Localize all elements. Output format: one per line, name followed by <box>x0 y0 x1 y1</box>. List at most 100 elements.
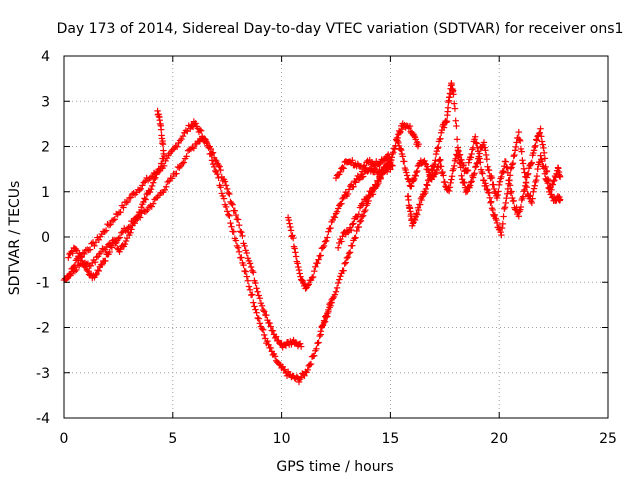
data-point <box>541 155 549 162</box>
data-point <box>189 144 196 151</box>
data-point <box>422 189 429 197</box>
data-point <box>365 191 372 199</box>
y-tick-labels: -4 -3 -2 -1 0 1 2 3 4 <box>36 49 50 427</box>
data-point <box>416 201 424 208</box>
data-point <box>296 340 304 347</box>
data-point <box>147 186 155 193</box>
data-point <box>501 204 509 211</box>
data-point <box>293 373 301 380</box>
data-point <box>136 187 143 194</box>
data-point <box>363 159 370 166</box>
data-point <box>173 170 180 177</box>
data-point <box>192 120 199 127</box>
data-point <box>445 187 453 195</box>
y-tick-label: -4 <box>36 411 50 427</box>
data-point <box>331 214 339 221</box>
data-point <box>286 220 293 227</box>
data-point <box>201 135 208 142</box>
data-point <box>118 229 125 236</box>
data-point <box>429 162 437 169</box>
data-point <box>264 337 271 345</box>
data-point <box>137 185 145 193</box>
x-tick-label: 25 <box>599 431 617 447</box>
data-point <box>253 309 260 316</box>
data-point <box>138 204 145 211</box>
data-point <box>244 277 252 284</box>
data-point <box>333 208 341 215</box>
data-point <box>222 203 230 211</box>
data-point <box>499 220 507 228</box>
data-point <box>341 260 348 267</box>
data-point <box>73 266 80 274</box>
data-point <box>317 252 324 259</box>
data-point <box>486 194 493 201</box>
data-point <box>446 184 454 191</box>
data-point <box>472 139 480 146</box>
data-point <box>317 328 324 335</box>
data-point <box>407 210 415 218</box>
data-point <box>432 150 440 158</box>
data-point <box>508 188 515 195</box>
data-point <box>309 273 317 281</box>
data-point <box>386 162 393 169</box>
data-point <box>91 258 99 266</box>
data-point <box>499 167 507 175</box>
data-point <box>352 234 359 241</box>
data-point <box>510 197 517 204</box>
data-point <box>197 127 205 134</box>
y-tick-label: 2 <box>41 140 50 156</box>
data-point <box>214 170 221 178</box>
data-point <box>500 213 507 220</box>
data-point <box>367 187 375 195</box>
data-point <box>224 208 231 215</box>
data-point <box>403 169 410 176</box>
data-point <box>346 249 354 256</box>
data-point <box>360 200 367 207</box>
data-point <box>358 173 366 181</box>
data-point <box>353 227 360 235</box>
data-point <box>224 185 231 193</box>
data-point <box>241 242 248 250</box>
data-point <box>528 199 536 207</box>
data-point <box>338 165 345 172</box>
data-point <box>150 200 157 207</box>
data-point <box>130 189 137 197</box>
data-point <box>254 314 261 322</box>
data-point <box>116 234 124 241</box>
data-point <box>164 178 171 186</box>
data-point <box>519 157 526 164</box>
data-point <box>395 139 402 147</box>
data-point <box>225 189 232 197</box>
data-point <box>350 220 357 227</box>
data-point <box>414 211 421 218</box>
data-point <box>327 302 334 309</box>
data-point <box>157 165 164 172</box>
data-point <box>134 213 142 220</box>
data-point <box>479 170 486 177</box>
data-point <box>349 242 356 249</box>
data-point <box>522 182 529 190</box>
data-point <box>295 263 302 271</box>
data-point <box>142 196 149 203</box>
data-point <box>444 104 452 111</box>
data-point <box>524 171 531 178</box>
data-point <box>239 232 246 240</box>
data-point <box>345 250 353 257</box>
data-point <box>511 147 519 154</box>
data-point <box>243 273 250 280</box>
data-point <box>515 128 522 136</box>
data-point <box>465 183 472 190</box>
data-point <box>457 164 464 171</box>
data-point <box>493 194 501 202</box>
data-point <box>320 242 328 250</box>
data-point <box>207 145 215 153</box>
data-point <box>168 175 176 182</box>
data-point <box>101 228 108 235</box>
data-point <box>123 199 130 206</box>
data-point <box>331 291 339 298</box>
data-point <box>456 158 463 166</box>
data-point <box>114 245 121 252</box>
data-point <box>434 145 441 152</box>
data-point <box>515 213 522 220</box>
data-point <box>431 161 438 168</box>
